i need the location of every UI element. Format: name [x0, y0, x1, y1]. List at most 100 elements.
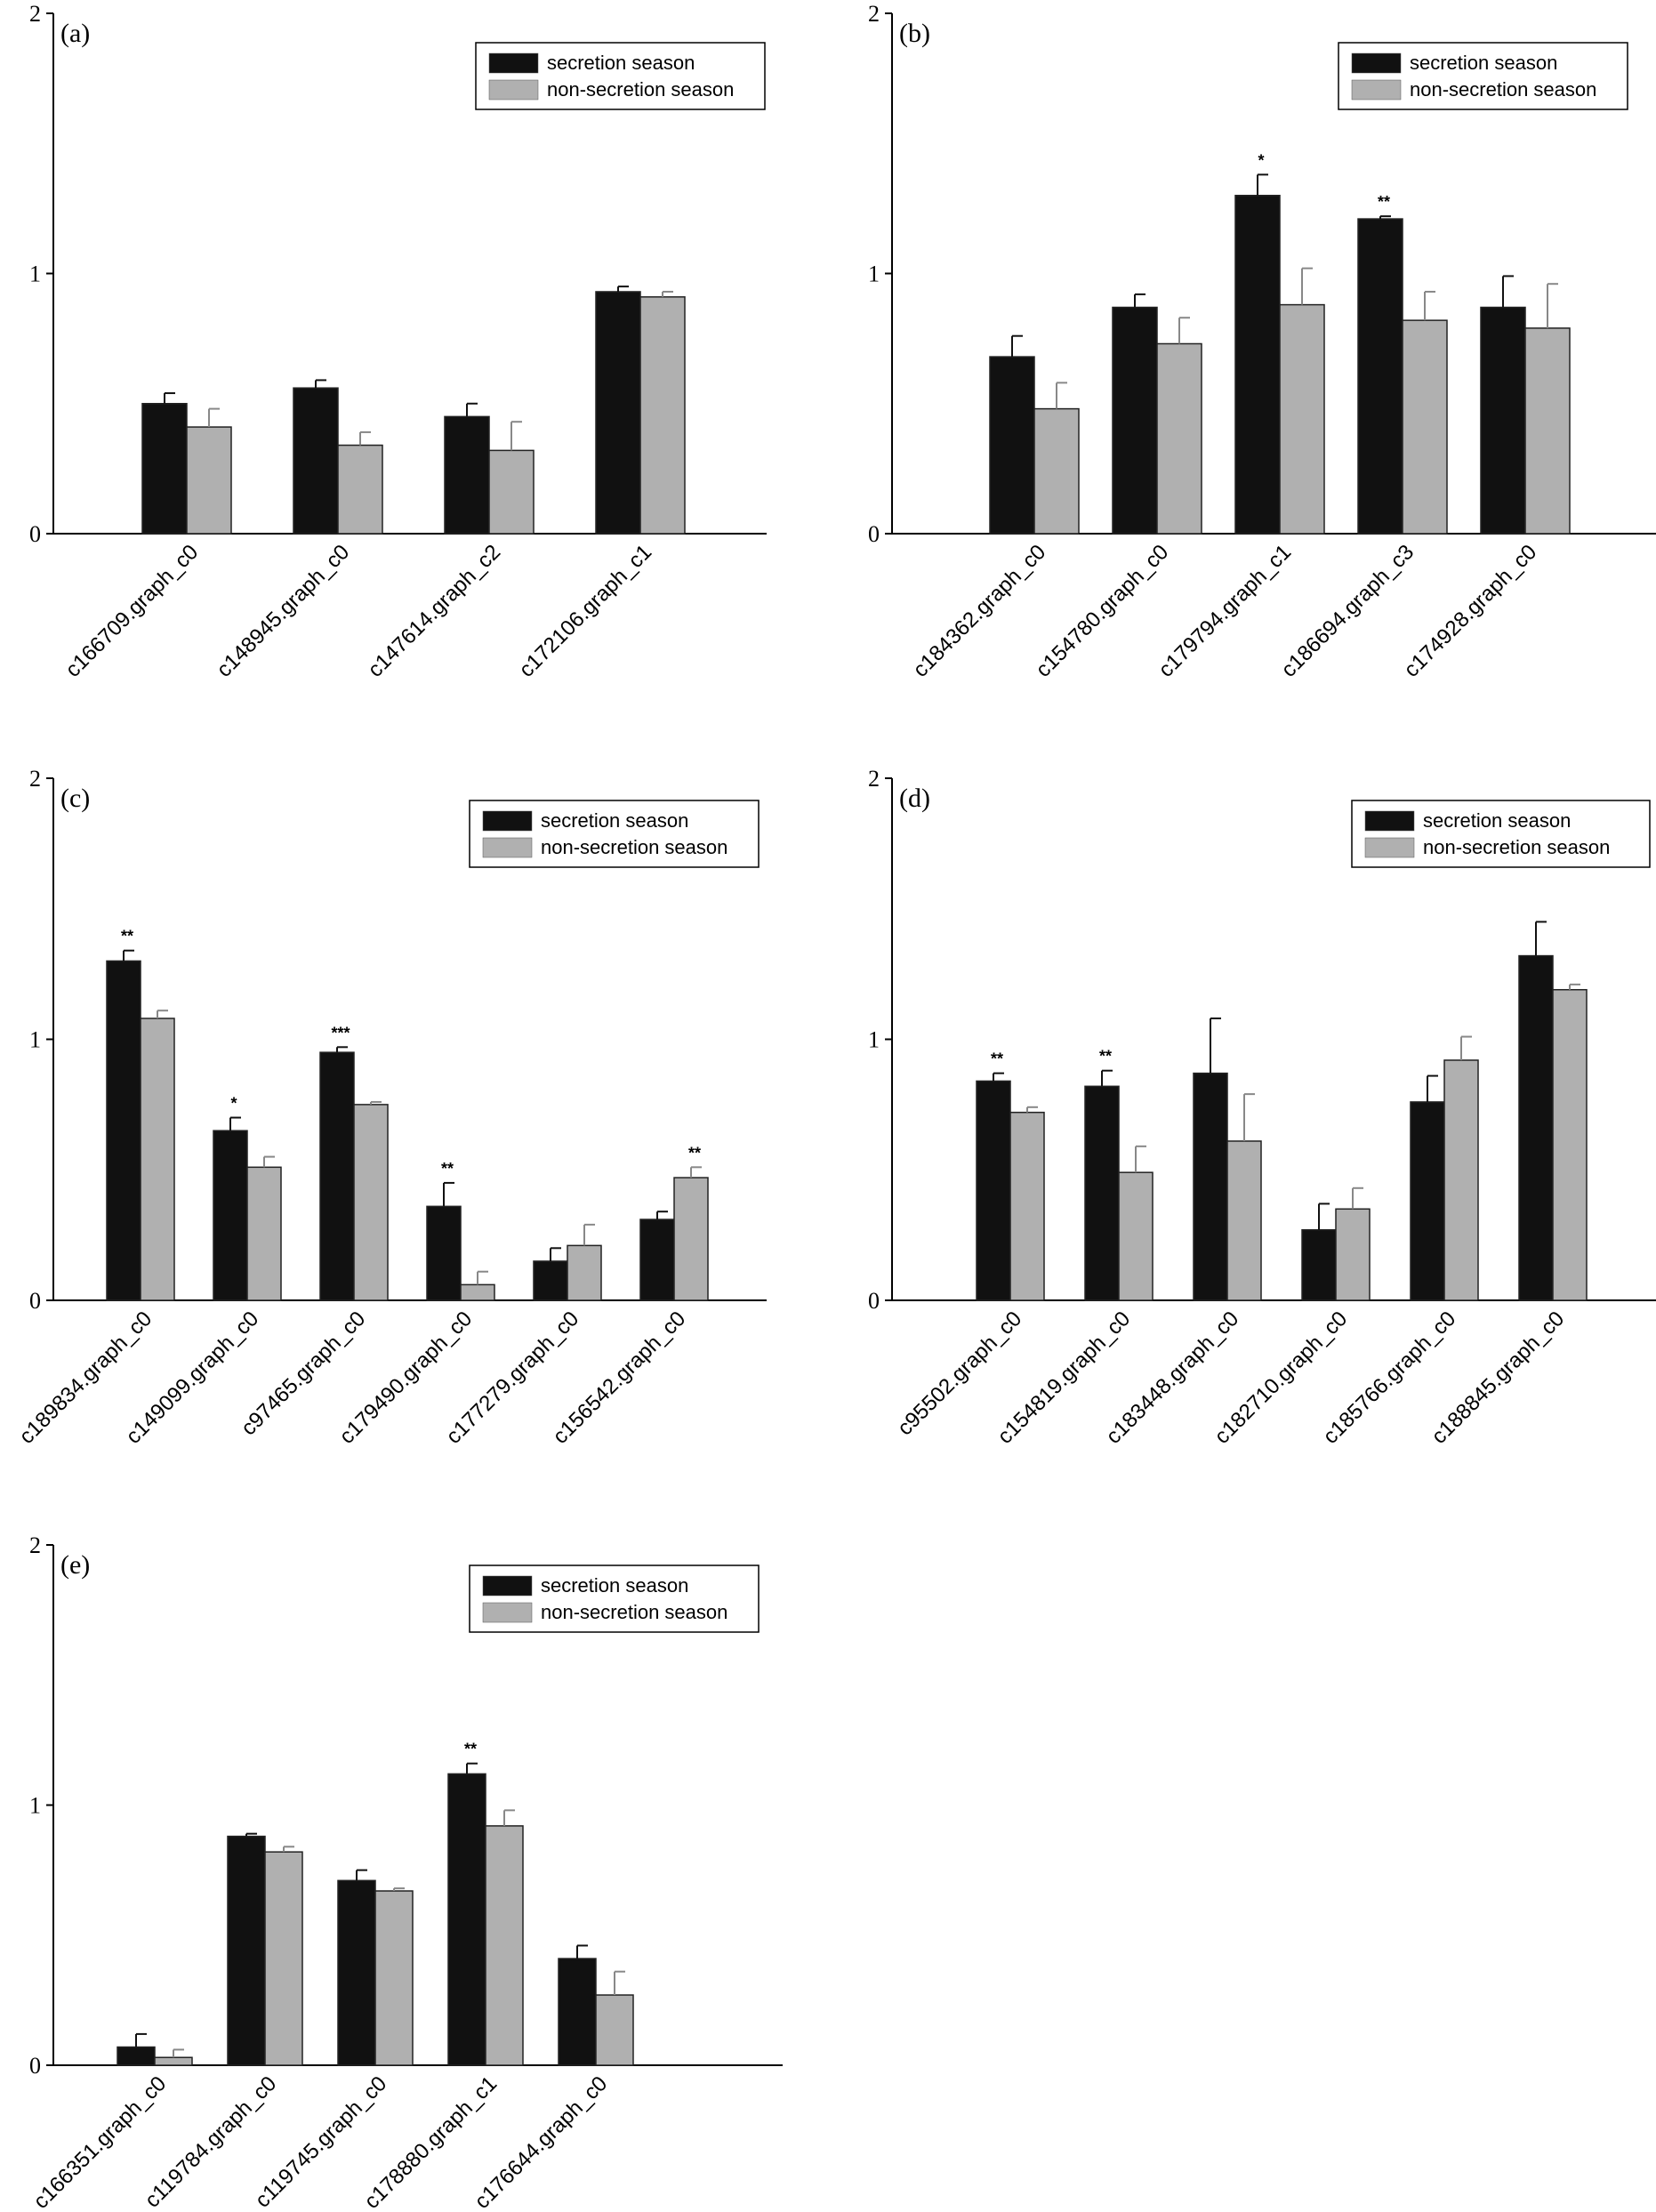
bar [533, 1260, 568, 1301]
significance-marker: *** [331, 1024, 350, 1042]
legend-label: secretion season [541, 809, 688, 832]
bar [353, 1104, 389, 1301]
legend-label: non-secretion season [541, 1601, 728, 1623]
legend-label: non-secretion season [547, 78, 734, 101]
y-tick-label: 2 [29, 1, 41, 27]
legend-swatch [482, 837, 533, 858]
bar [1552, 988, 1588, 1301]
bar [337, 444, 383, 535]
bar [374, 1890, 414, 2066]
bar [1357, 218, 1403, 535]
bar [1226, 1140, 1262, 1301]
significance-marker: * [1258, 151, 1264, 169]
bar [1518, 954, 1554, 1301]
bar [319, 1051, 355, 1301]
bar [485, 1825, 524, 2066]
bar [1193, 1072, 1228, 1301]
legend-swatch [488, 52, 539, 74]
panel-c: 0 1 2 (c) secretion season non-secretion seas… [15, 766, 767, 1449]
bar [595, 291, 641, 535]
category-label: c148945.graph_c0 [213, 540, 355, 682]
significance-marker: ** [991, 1050, 1003, 1068]
bar [639, 296, 686, 535]
panel-a: 0 1 2 (a) secretion season non-secretion seas… [29, 1, 767, 682]
legend: secretion season non-secretion season [469, 800, 760, 868]
legend: secretion season non-secretion season [1338, 42, 1628, 110]
significance-marker: ** [441, 1160, 454, 1178]
y-tick-label: 0 [29, 1288, 41, 1314]
panel-b: 0 1 2 (b) secretion season non-secretion seas… [868, 1, 1656, 682]
bar [1234, 195, 1281, 535]
bar [213, 1130, 248, 1301]
bar [1009, 1111, 1045, 1301]
category-label: c186694.graph_c3 [1277, 540, 1419, 682]
legend-swatch [1364, 810, 1415, 832]
bar [140, 1018, 175, 1301]
y-tick-label: 0 [29, 2053, 41, 2079]
legend-swatch [482, 1602, 533, 1623]
bar [567, 1244, 602, 1301]
legend: secretion season non-secretion season [475, 42, 766, 110]
bar [1480, 306, 1526, 535]
y-tick-label: 0 [868, 1288, 880, 1314]
bar [426, 1205, 462, 1301]
y-tick-label: 2 [29, 766, 41, 792]
significance-marker: * [230, 1095, 237, 1113]
legend-swatch [488, 79, 539, 101]
y-tick-label: 0 [29, 521, 41, 547]
bar [1084, 1085, 1120, 1301]
bar [293, 387, 339, 535]
legend: secretion season non-secretion season [1351, 800, 1651, 868]
bar [227, 1835, 266, 2066]
bar [1112, 306, 1158, 535]
bar [154, 2056, 193, 2066]
bar [1443, 1059, 1479, 1301]
bar [106, 960, 141, 1301]
bar [1301, 1229, 1337, 1301]
category-label: c184362.graph_c0 [909, 540, 1051, 682]
bar [1402, 319, 1448, 535]
bar [989, 356, 1035, 535]
legend-label: non-secretion season [1410, 78, 1596, 101]
significance-marker: ** [688, 1144, 701, 1162]
bar [447, 1773, 486, 2066]
legend-label: secretion season [1410, 52, 1557, 74]
y-tick-label: 0 [868, 521, 880, 547]
panel-label: (d) [899, 784, 930, 813]
legend-swatch [482, 1575, 533, 1597]
legend-swatch [1351, 52, 1402, 74]
y-tick-label: 1 [29, 1793, 41, 1819]
significance-marker: ** [464, 1741, 477, 1758]
bar [1033, 407, 1080, 535]
y-tick-label: 1 [29, 261, 41, 287]
bar [337, 1879, 376, 2066]
bar [976, 1080, 1011, 1301]
legend-swatch [482, 810, 533, 832]
bar [1410, 1101, 1445, 1301]
category-label: c166709.graph_c0 [61, 540, 204, 682]
legend-label: non-secretion season [541, 836, 728, 858]
y-tick-label: 2 [868, 1, 880, 27]
legend-label: non-secretion season [1423, 836, 1610, 858]
legend-label: secretion season [547, 52, 695, 74]
category-label: c174928.graph_c0 [1400, 540, 1542, 682]
legend-swatch [1351, 79, 1402, 101]
bar [246, 1166, 282, 1301]
panel-label: (c) [60, 784, 90, 813]
bar [1524, 327, 1571, 535]
panel-e: 0 1 2 (e) secretion season non-secretion seas… [29, 1532, 783, 2212]
bar [1335, 1208, 1371, 1301]
bar [1118, 1171, 1154, 1301]
category-label: c179794.graph_c1 [1154, 540, 1297, 682]
bar [595, 1994, 634, 2066]
y-tick-label: 1 [868, 261, 880, 287]
significance-marker: ** [1378, 193, 1390, 211]
significance-marker: ** [1099, 1048, 1112, 1066]
bar [558, 1958, 597, 2066]
panel-label: (b) [899, 19, 930, 48]
bar [488, 449, 535, 535]
legend-label: secretion season [1423, 809, 1571, 832]
category-label: c154780.graph_c0 [1032, 540, 1174, 682]
bar [1156, 342, 1202, 535]
